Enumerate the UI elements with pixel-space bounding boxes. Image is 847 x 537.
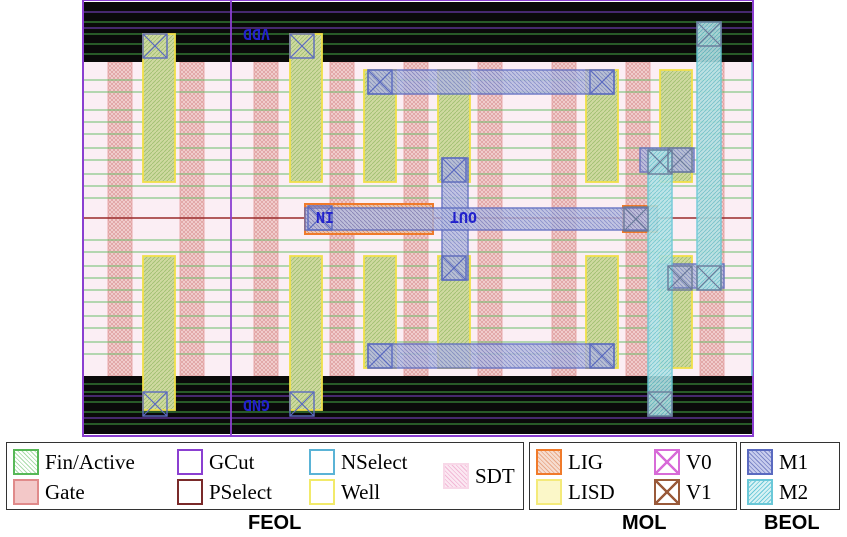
pselect-swatch xyxy=(177,479,203,505)
v0-via-9 xyxy=(441,255,467,281)
m1-shapes xyxy=(304,69,725,369)
v0-via-10 xyxy=(307,205,333,231)
gate-2 xyxy=(253,61,279,377)
v0-via-6 xyxy=(367,343,393,369)
rail-fin-lines xyxy=(84,11,752,425)
legend-item-m1: M1 xyxy=(747,449,808,475)
v1-via-16 xyxy=(647,391,673,417)
gcut-swatch xyxy=(177,449,203,475)
v0-via-8 xyxy=(441,157,467,183)
inverter-layout-diagram: VDD IN OUT GND xyxy=(82,0,754,437)
legend-item-sdt: SDT xyxy=(443,463,515,489)
gnd-pin-label: GND xyxy=(243,396,270,414)
lisd-contact-0 xyxy=(142,33,176,183)
beol-group-label: BEOL xyxy=(764,512,820,534)
v0-swatch xyxy=(654,449,680,475)
legend-item-v1: V1 xyxy=(654,479,712,505)
legend-item-lisd: LISD xyxy=(536,479,615,505)
v1-via-14 xyxy=(696,21,722,47)
well-swatch xyxy=(309,479,335,505)
feol-legend: Fin/Active Gate GCut PSelect NSelect Wel… xyxy=(6,442,524,510)
legend-item-gcut: GCut xyxy=(177,449,255,475)
v1-via-17 xyxy=(647,149,673,175)
v0-via-7 xyxy=(589,343,615,369)
legend-item-fin: Fin/Active xyxy=(13,449,135,475)
legend-item-well: Well xyxy=(309,479,380,505)
v0-via-3 xyxy=(289,391,315,417)
mol-legend: LIG LISD V0 V1 xyxy=(529,442,737,510)
gate-swatch xyxy=(13,479,39,505)
v0-via-5 xyxy=(589,69,615,95)
nselect-swatch xyxy=(309,449,335,475)
lisd-contact-7 xyxy=(289,255,323,411)
sdt-swatch xyxy=(443,463,469,489)
gate-0 xyxy=(107,61,133,377)
m1-shape-0 xyxy=(367,69,615,95)
v0-via-4 xyxy=(367,69,393,95)
v1-via-15 xyxy=(696,265,722,291)
v1-swatch xyxy=(654,479,680,505)
v0-via-1 xyxy=(289,33,315,59)
m2-vertical-right xyxy=(696,21,722,291)
v0-via-0 xyxy=(142,33,168,59)
gate-1 xyxy=(179,61,205,377)
legend-item-lig: LIG xyxy=(536,449,603,475)
m1-shape-2 xyxy=(304,207,658,231)
lisd-contact-1 xyxy=(289,33,323,183)
m1-swatch xyxy=(747,449,773,475)
out-pin-label: OUT xyxy=(450,208,477,226)
fin-rows xyxy=(84,79,752,355)
legend-item-gate: Gate xyxy=(13,479,85,505)
beol-legend: M1 M2 xyxy=(740,442,840,510)
feol-group-label: FEOL xyxy=(248,512,302,534)
m2-swatch xyxy=(747,479,773,505)
lisd-swatch xyxy=(536,479,562,505)
via-markers xyxy=(142,21,722,417)
in-pin-label: IN xyxy=(316,208,334,226)
legend-item-pselect: PSelect xyxy=(177,479,272,505)
vdd-pin-label: VDD xyxy=(243,25,270,43)
m1-shape-3 xyxy=(367,343,615,369)
fin-swatch xyxy=(13,449,39,475)
mol-group-label: MOL xyxy=(622,512,667,534)
v0-via-2 xyxy=(142,391,168,417)
legend-item-m2: M2 xyxy=(747,479,808,505)
v1-via-13 xyxy=(667,265,693,291)
legend-item-v0: V0 xyxy=(654,449,712,475)
legend-item-nselect: NSelect xyxy=(309,449,407,475)
lig-swatch xyxy=(536,449,562,475)
v1-via-11 xyxy=(623,206,649,232)
lisd-contact-6 xyxy=(142,255,176,411)
vdd-rail xyxy=(84,2,752,62)
